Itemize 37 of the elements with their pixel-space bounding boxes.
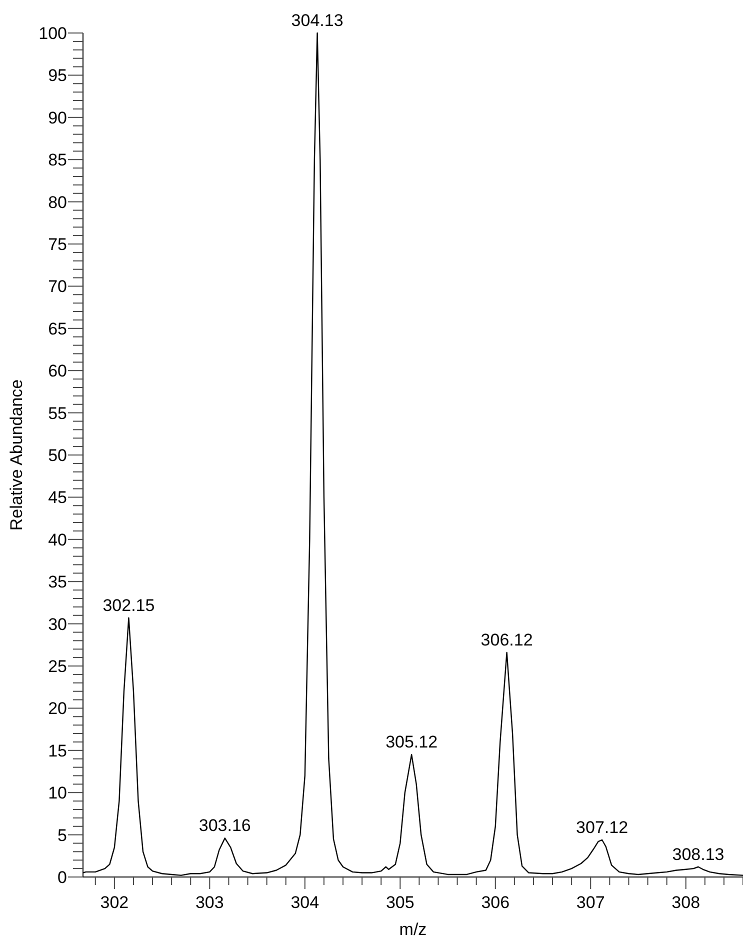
y-tick-label: 75 — [48, 234, 67, 254]
annotation: 305.12 — [386, 732, 438, 752]
x-tick-label: 305 — [386, 893, 414, 912]
y-tick-label: 5 — [58, 826, 67, 845]
y-tick-label: 60 — [48, 362, 67, 381]
y-tick-label: 25 — [48, 656, 67, 676]
annotation: 303.16 — [198, 816, 251, 836]
x-tick-label: 302 — [100, 893, 129, 912]
y-tick-label: 0 — [58, 868, 67, 887]
y-tick-label: 90 — [48, 108, 67, 128]
annotation: 307.12 — [576, 818, 628, 837]
y-tick-label: 35 — [48, 572, 67, 592]
y-tick-label: 55 — [48, 404, 67, 423]
y-tick-label: 40 — [48, 530, 67, 550]
y-tick-label: 10 — [48, 784, 67, 803]
y-tick-label: 45 — [48, 488, 67, 508]
y-tick-label: 65 — [48, 319, 67, 338]
x-tick-label: 307 — [576, 893, 605, 912]
annotation: 304.13 — [291, 11, 344, 30]
annotation: 302.15 — [102, 596, 155, 615]
y-tick-label: 70 — [48, 277, 67, 296]
annotation: 306.12 — [480, 630, 533, 650]
y-tick-label: 80 — [48, 192, 67, 212]
y-axis-title: Relative Abundance — [7, 379, 26, 531]
x-axis-title: m/z — [399, 920, 427, 939]
x-tick-label: 308 — [672, 893, 700, 912]
y-tick-label: 20 — [48, 699, 67, 718]
x-tick-label: 306 — [481, 893, 510, 912]
y-tick-label: 50 — [48, 446, 67, 465]
y-tick-label: 100 — [38, 24, 67, 43]
x-tick-label: 303 — [195, 893, 224, 912]
y-tick-label: 30 — [48, 614, 67, 634]
y-tick-label: 15 — [48, 741, 67, 760]
x-tick-label: 304 — [290, 893, 320, 912]
annotation: 308.13 — [672, 844, 724, 864]
y-tick-label: 85 — [48, 150, 67, 170]
y-tick-label: 95 — [48, 66, 67, 86]
